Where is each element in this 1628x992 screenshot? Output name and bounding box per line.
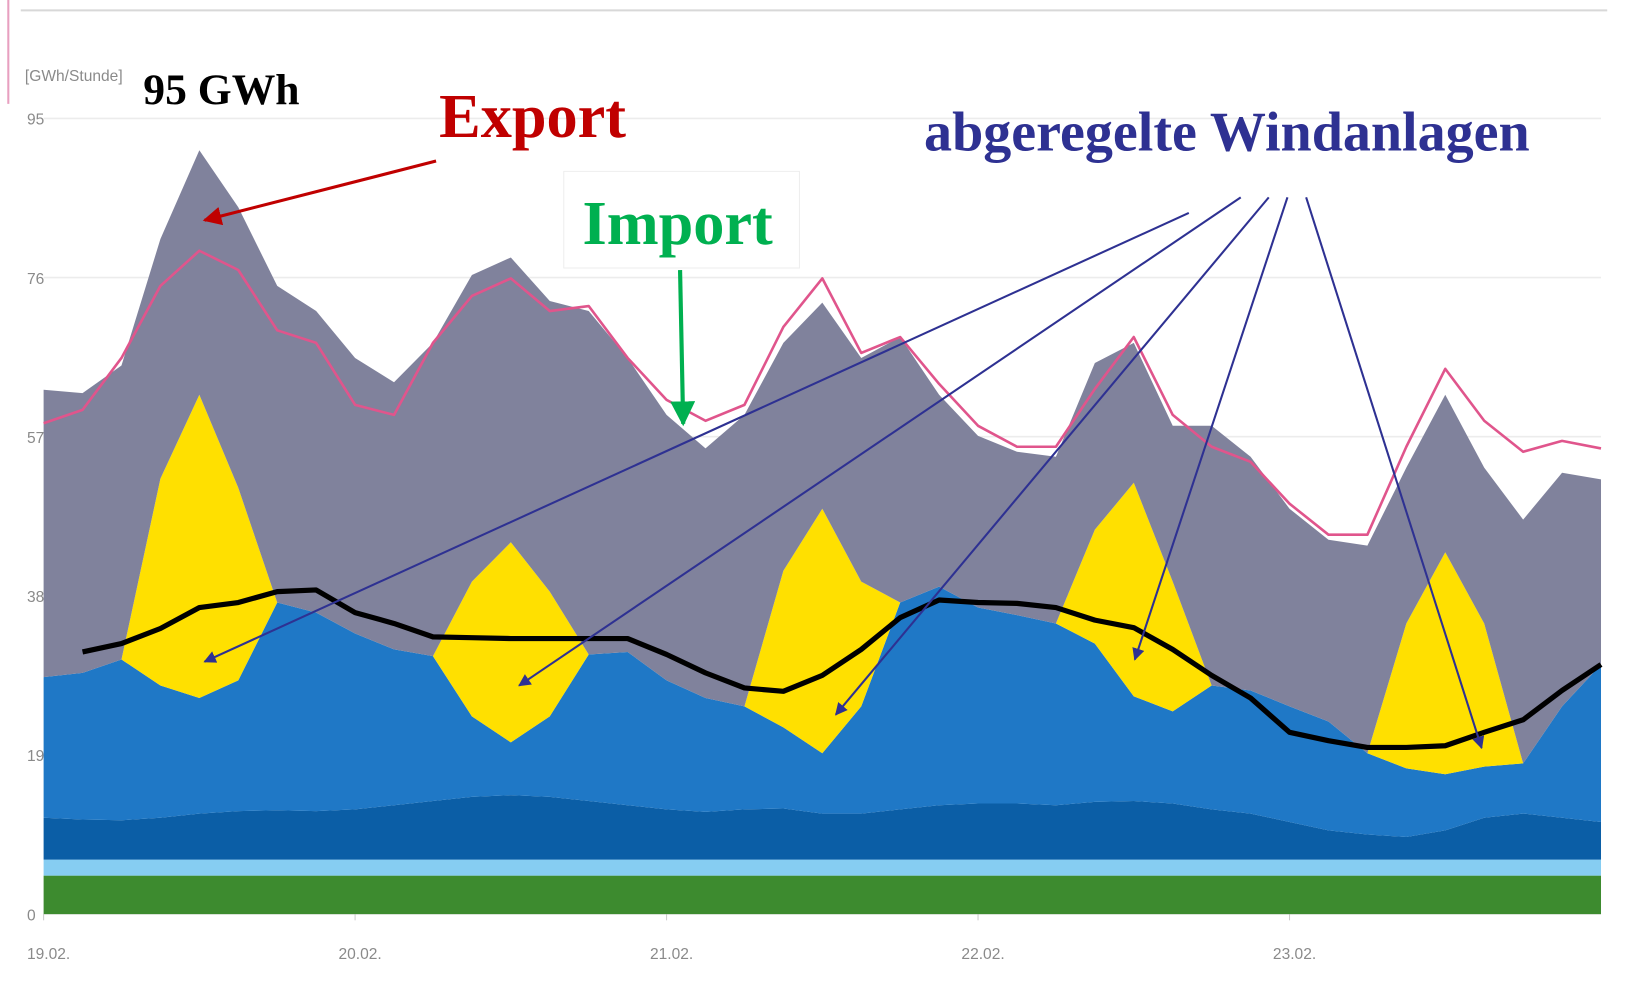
arrow — [203, 211, 1190, 663]
plot-area: 0 19 38 57 76 95 19.02. 20.02. 21.02. 22.02. 23.02… — [27, 112, 1603, 963]
area — [43, 586, 1602, 838]
y-tick-label: 0 — [27, 907, 36, 924]
area — [43, 394, 1602, 775]
y-tick-label: 19 — [27, 748, 44, 765]
arrow — [1305, 197, 1485, 750]
y-tick-label: 95 — [27, 112, 44, 129]
x-tick-label: 22.02. — [961, 946, 1004, 963]
annotation: Import — [582, 189, 773, 258]
annotations: 95 GWh Export Import abgeregelte Windanl… — [143, 66, 1530, 750]
y-tick-label: 76 — [27, 271, 44, 288]
area — [43, 859, 1602, 876]
y-tick-label: 38 — [27, 589, 44, 606]
annotation: Export — [439, 82, 626, 151]
x-tick-label: 19.02. — [27, 946, 70, 963]
arrow — [1132, 197, 1289, 661]
arrow — [670, 270, 696, 427]
y-axis-label: [GWh/Stunde] — [25, 68, 123, 85]
arrow — [518, 196, 1242, 687]
x-tick-label: 21.02. — [650, 946, 693, 963]
line — [43, 249, 1602, 536]
import-box — [563, 170, 800, 269]
arrow — [835, 196, 1270, 716]
y-tick-label: 57 — [27, 430, 44, 447]
area — [43, 795, 1602, 860]
area — [43, 875, 1602, 915]
annotation: 95 GWh — [143, 66, 299, 114]
annotation: abgeregelte Windanlagen — [924, 102, 1530, 164]
arrow — [202, 159, 437, 226]
area — [43, 150, 1602, 764]
x-tick-label: 20.02. — [338, 946, 381, 963]
x-tick-label: 23.02. — [1273, 946, 1316, 963]
